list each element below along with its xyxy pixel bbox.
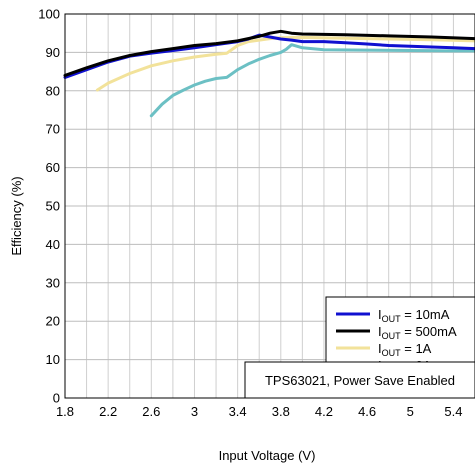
x-tick-label: 2.2 [99, 404, 117, 419]
y-tick-label: 80 [46, 83, 60, 98]
y-tick-label: 50 [46, 199, 60, 214]
y-axis-title: Efficiency (%) [9, 176, 24, 255]
y-tick-label: 70 [46, 122, 60, 137]
y-tick-label: 30 [46, 275, 60, 290]
x-tick-label: 1.8 [56, 404, 74, 419]
y-tick-label: 10 [46, 352, 60, 367]
x-tick-label: 3.8 [272, 404, 290, 419]
x-tick-label: 3 [191, 404, 198, 419]
x-tick-label: 5 [407, 404, 414, 419]
y-tick-label: 20 [46, 314, 60, 329]
series-lines [63, 29, 475, 118]
annotation-text: TPS63021, Power Save Enabled [265, 373, 455, 388]
x-axis-title: Input Voltage (V) [219, 448, 316, 463]
x-tick-label: 3.4 [229, 404, 247, 419]
legend-label: IOUT = 1A [378, 341, 432, 358]
legend-label: IOUT = 500mA [378, 324, 457, 341]
annotation-frame [244, 361, 475, 399]
series-line [63, 29, 475, 77]
y-tick-label: 60 [46, 160, 60, 175]
annotation-box: TPS63021, Power Save Enabled [244, 361, 475, 399]
y-tick-label: 90 [46, 45, 60, 60]
y-tick-labels: 0 10 20 30 40 50 60 70 80 90 100 [38, 7, 60, 406]
series-line [95, 35, 475, 92]
y-tick-label: 40 [46, 237, 60, 252]
y-tick-label: 100 [38, 7, 60, 22]
x-tick-labels: 1.8 2.2 2.6 3 3.4 3.8 4.2 4.6 5 5.4 [56, 404, 462, 419]
x-tick-label: 5.4 [444, 404, 462, 419]
y-tick-label: 0 [53, 391, 60, 406]
x-tick-label: 4.6 [358, 404, 376, 419]
x-tick-label: 4.2 [315, 404, 333, 419]
legend-label: IOUT = 10mA [378, 307, 450, 324]
series-line [149, 43, 475, 118]
x-tick-label: 2.6 [142, 404, 160, 419]
